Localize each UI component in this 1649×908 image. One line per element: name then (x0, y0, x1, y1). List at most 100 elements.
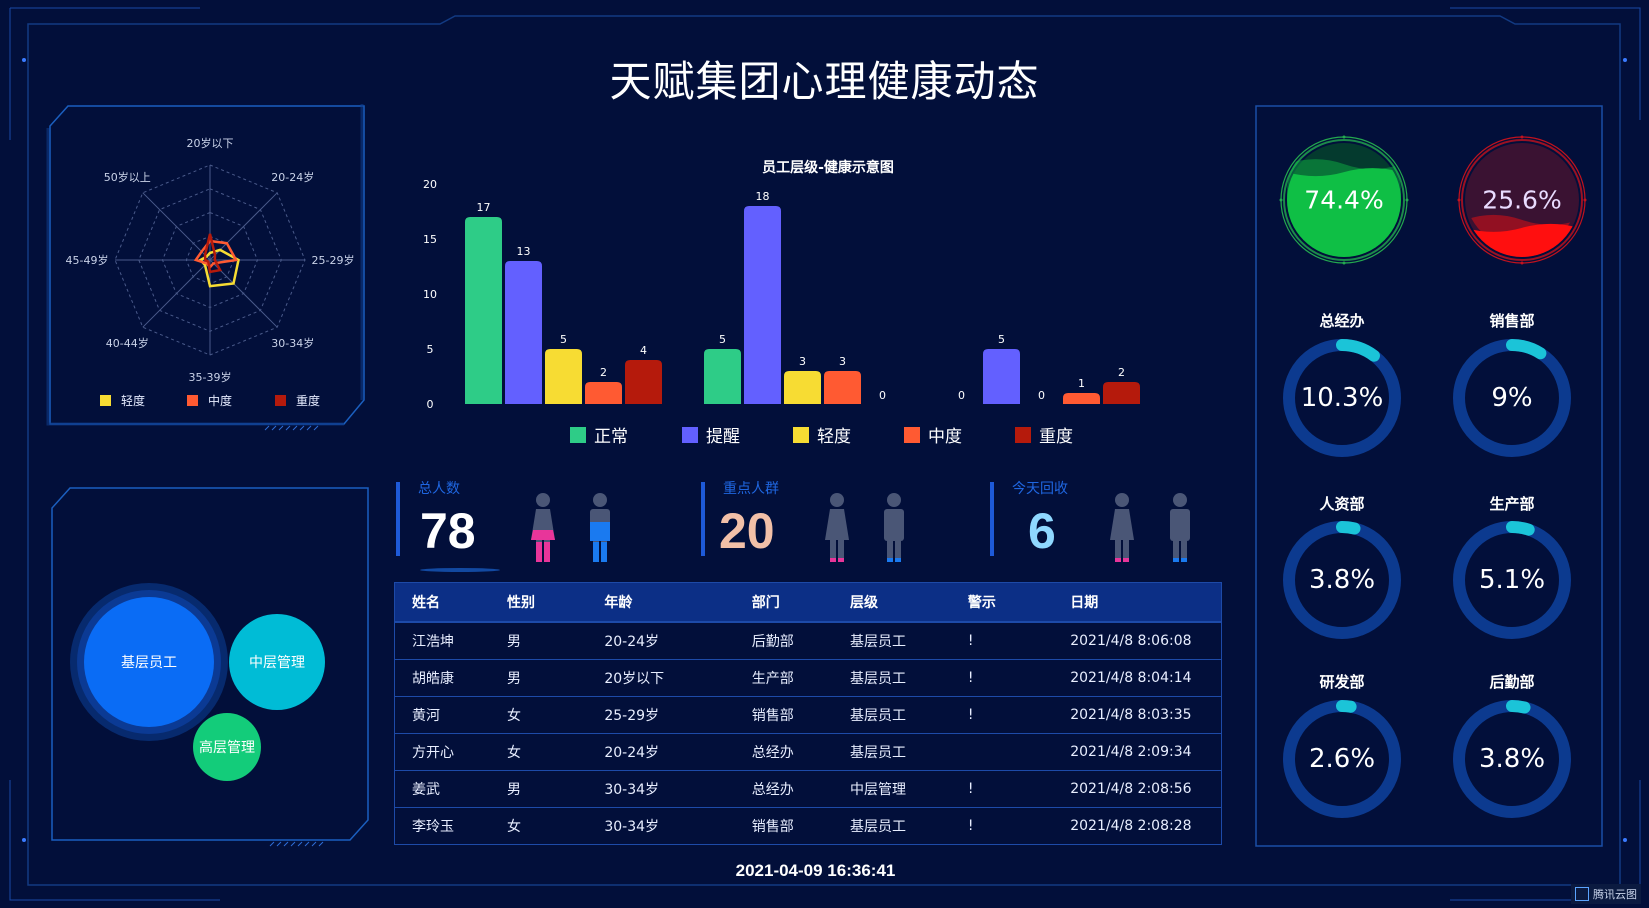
bar-value-label: 0 (879, 389, 886, 402)
bar-重度[interactable] (1103, 382, 1140, 404)
table-cell: 2021/4/8 8:03:35 (1053, 696, 1222, 734)
female-person-icon (1110, 493, 1134, 562)
y-tick-label: 15 (423, 233, 437, 246)
dept-label: 研发部 (1319, 673, 1365, 691)
bar-中度[interactable] (824, 371, 861, 404)
legend-swatch (570, 426, 586, 443)
timestamp-text: 2021-04-09 16:36:41 (735, 861, 896, 880)
bar-value-label: 5 (719, 333, 726, 346)
bar-提醒[interactable] (983, 349, 1020, 404)
stat-label: 总人数 (418, 481, 460, 497)
table-row[interactable]: 方开心女 20-24岁 总经办 基层员工 2021/4/8 2:09:34 (394, 733, 1222, 771)
table-cell: ! (950, 659, 1054, 697)
bar-svg: 员工层级-健康示意图 0 5 10 15 20 17 13 5 2 4 5 18 3 3 0 0 5 0 1 2 (423, 159, 1140, 411)
table-header-cell[interactable]: 姓名 (394, 582, 490, 623)
bubble-senior-mgmt[interactable]: 高层管理 (193, 713, 261, 781)
bar-value-label: 18 (756, 190, 770, 203)
table-header-cell[interactable]: 层级 (832, 582, 951, 623)
radar-axis-label: 35-39岁 (188, 371, 232, 384)
age-radar-chart: 20岁以下 20-24岁 25-29岁 30-34岁 35-39岁 40-44岁 45-49… (60, 120, 360, 420)
table-row[interactable]: 李玲玉女 30-34岁 销售部 基层员工! 2021/4/8 2:08:28 (394, 807, 1222, 845)
dept-value: 3.8% (1308, 565, 1376, 595)
table-cell: 基层员工 (832, 696, 951, 734)
table-cell: 20-24岁 (587, 622, 735, 660)
table-cell: 总经办 (734, 770, 833, 808)
table-row[interactable]: 胡皓康男 20岁以下 生产部 基层员工! 2021/4/8 8:04:14 (394, 659, 1222, 697)
staff-level-bar-chart: 员工层级-健康示意图 0 5 10 15 20 17 13 5 2 4 5 18 3 3 0 0 5 0 1 2 (420, 150, 1180, 450)
bubble-label: 基层员工 (121, 655, 177, 671)
dept-label: 销售部 (1489, 312, 1535, 330)
table-cell: 黄河 (394, 696, 490, 734)
bubble-base-staff[interactable]: 基层员工 (84, 597, 214, 727)
stat-total: 总人数 78 (396, 478, 656, 560)
legend-swatch (275, 395, 286, 406)
bar-value-label: 2 (1118, 366, 1125, 379)
bar-legend-normal: 正常 (570, 422, 628, 447)
table-row[interactable]: 姜武男 30-34岁 总经办 中层管理! 2021/4/8 2:08:56 (394, 770, 1222, 808)
bar-中度[interactable] (1063, 393, 1100, 404)
bar-中度[interactable] (585, 382, 622, 404)
table-cell: 基层员工 (832, 733, 951, 771)
table-row[interactable]: 江浩坤男 20-24岁 后勤部 基层员工! 2021/4/8 8:06:08 (394, 622, 1222, 660)
bar-正常[interactable] (465, 217, 502, 404)
radar-svg (114, 164, 306, 356)
radar-axis-line (142, 192, 211, 261)
gauge-value-healthy: 74.4% (1304, 185, 1384, 215)
table-row[interactable]: 黄河女 25-29岁 销售部 基层员工! 2021/4/8 8:03:35 (394, 696, 1222, 734)
table-cell: 生产部 (734, 659, 833, 697)
dept-value: 5.1% (1478, 565, 1546, 595)
stat-label: 重点人群 (723, 481, 779, 497)
stat-today: 今天回收 6 (990, 478, 1250, 560)
bar-轻度[interactable] (545, 349, 582, 404)
table-cell: 后勤部 (734, 622, 833, 660)
table-header-cell[interactable]: 警示 (950, 582, 1054, 623)
female-person-icon (531, 493, 555, 562)
radar-axis-line (209, 259, 278, 328)
table-cell: 2021/4/8 2:08:28 (1053, 807, 1222, 845)
stat-accent-bar (990, 482, 994, 556)
bubble-label: 高层管理 (199, 740, 255, 756)
table-cell: ! (950, 696, 1054, 734)
table-cell: 25-29岁 (587, 696, 735, 734)
table-cell: 总经办 (734, 733, 833, 771)
radar-legend-severe: 重度 (275, 392, 320, 409)
bar-提醒[interactable] (744, 206, 781, 404)
table-header-cell[interactable]: 部门 (734, 582, 833, 623)
radar-legend-mild: 轻度 (100, 392, 145, 409)
radar-axis-label: 45-49岁 (65, 254, 109, 267)
table-header-cell[interactable]: 日期 (1053, 582, 1222, 623)
table-cell: 男 (489, 622, 588, 660)
bar-value-label: 3 (799, 355, 806, 368)
stat-value: 78 (420, 503, 476, 559)
table-cell: 女 (489, 807, 588, 845)
bar-重度[interactable] (625, 360, 662, 404)
table-cell: 2021/4/8 2:09:34 (1053, 733, 1222, 771)
stat-value: 20 (719, 503, 775, 559)
male-person-icon (1170, 493, 1190, 562)
legend-label: 中度 (928, 427, 962, 447)
stat-label: 今天回收 (1012, 481, 1068, 497)
bar-提醒[interactable] (505, 261, 542, 404)
bubble-middle-mgmt[interactable]: 中层管理 (229, 614, 325, 710)
stat-accent-bar (701, 482, 705, 556)
bar-legend-severe: 重度 (1015, 422, 1073, 447)
radar-series-重度 (203, 233, 223, 274)
footer-timestamp: 2021-04-09 16:36:41 (0, 861, 1649, 881)
stat-value: 6 (1028, 503, 1056, 559)
table-cell: 20-24岁 (587, 733, 735, 771)
legend-swatch (682, 426, 698, 443)
radar-axis-line (142, 259, 211, 328)
table-header-cell[interactable]: 性别 (489, 582, 588, 623)
radar-axis-label: 20-24岁 (271, 171, 315, 185)
table-cell: 2021/4/8 8:06:08 (1053, 622, 1222, 660)
bar-正常[interactable] (704, 349, 741, 404)
records-table: 姓名 性别 年龄 部门 层级 警示 日期 江浩坤男 20-24岁 后勤部 基层员工! 2021/4/… (394, 582, 1222, 845)
table-header-row: 姓名 性别 年龄 部门 层级 警示 日期 (394, 582, 1222, 623)
table-cell: ! (950, 807, 1054, 845)
bar-轻度[interactable] (784, 371, 821, 404)
table-cell: 胡皓康 (394, 659, 490, 697)
table-cell: 2021/4/8 8:04:14 (1053, 659, 1222, 697)
watermark: 腾讯云图 (1571, 884, 1641, 904)
table-header-cell[interactable]: 年龄 (587, 582, 735, 623)
